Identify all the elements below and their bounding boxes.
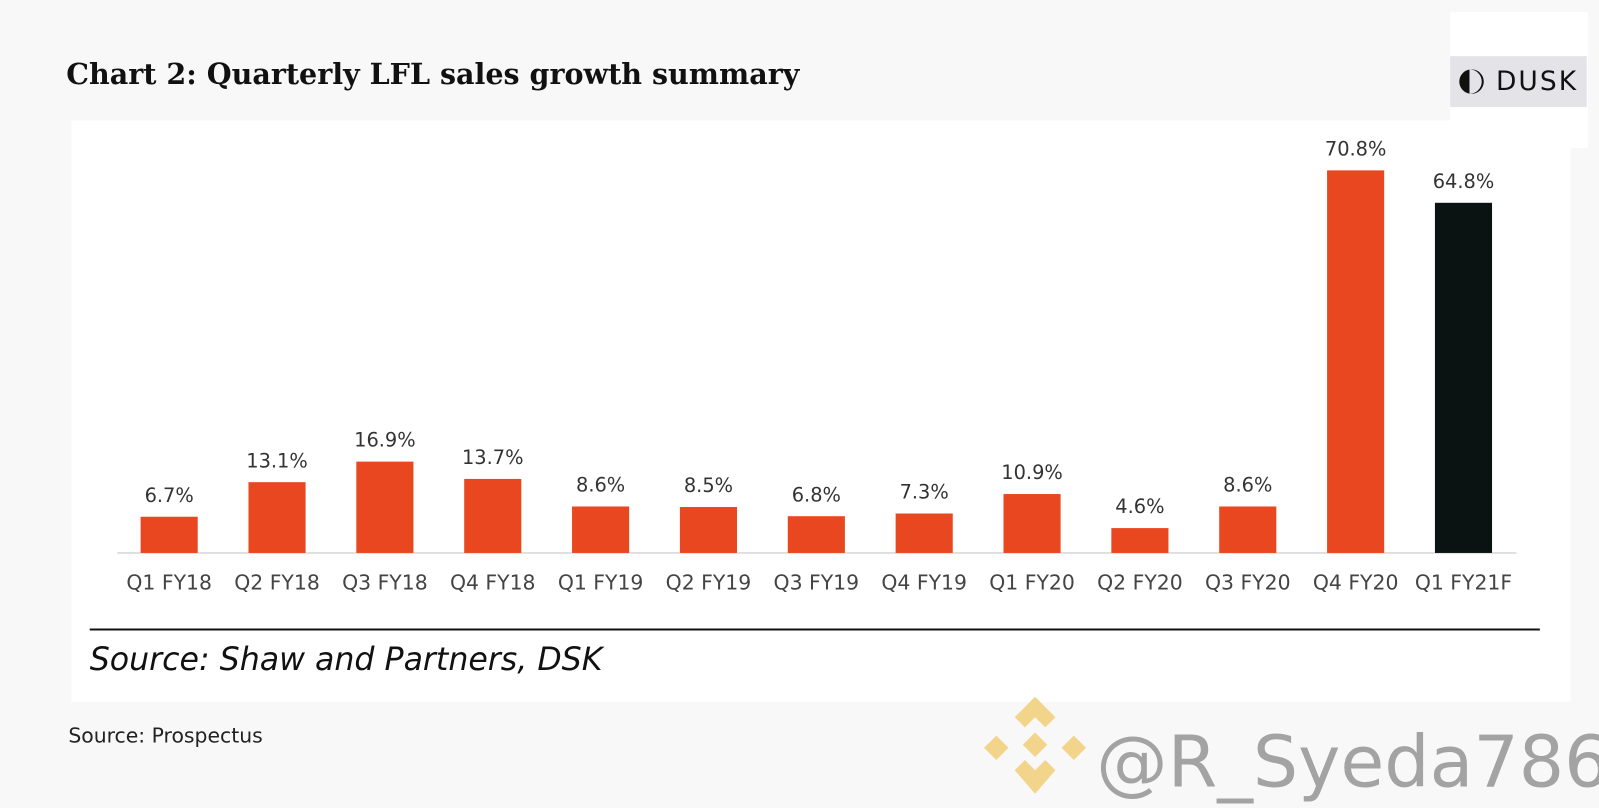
chart-title: Chart 2: Quarterly LFL sales growth summ… — [66, 57, 800, 91]
watermark-icon — [984, 696, 1087, 794]
data-label: 6.7% — [145, 484, 194, 507]
watermark: @R_Syeda786 — [1096, 721, 1599, 804]
bar — [1003, 494, 1061, 553]
x-tick-label: Q2 FY20 — [1097, 571, 1183, 595]
bar — [356, 461, 414, 553]
data-label: 64.8% — [1433, 170, 1495, 193]
footer-source: Source: Prospectus — [68, 724, 262, 748]
x-tick-label: Q2 FY19 — [666, 571, 752, 595]
x-tick-label: Q1 FY21F — [1415, 571, 1512, 595]
bar — [1327, 170, 1385, 553]
data-label: 13.7% — [462, 446, 524, 469]
data-label: 13.1% — [246, 449, 308, 472]
bar — [1434, 202, 1493, 553]
data-label: 10.9% — [1001, 461, 1063, 484]
x-tick-label: Q3 FY19 — [774, 571, 860, 595]
x-tick-label: Q3 FY20 — [1205, 571, 1291, 595]
bar — [787, 516, 845, 553]
data-label: 70.8% — [1325, 137, 1387, 160]
data-label: 7.3% — [900, 481, 949, 504]
chart-source: Source: Shaw and Partners, DSK — [90, 642, 605, 678]
data-label: 8.5% — [684, 474, 733, 497]
bar — [1219, 506, 1277, 553]
bar — [572, 506, 630, 553]
data-label: 8.6% — [576, 474, 625, 497]
data-label: 4.6% — [1115, 495, 1164, 518]
bar — [895, 513, 953, 553]
bar — [464, 478, 522, 553]
x-tick-label: Q1 FY18 — [126, 571, 212, 595]
x-tick-label: Q4 FY18 — [450, 571, 536, 595]
chart-panel — [71, 120, 1571, 702]
x-tick-label: Q1 FY20 — [989, 571, 1075, 595]
bar — [140, 516, 198, 553]
data-label: 8.6% — [1223, 474, 1272, 497]
x-tick-label: Q4 FY20 — [1313, 571, 1399, 595]
bar — [1111, 528, 1169, 553]
x-tick-label: Q2 FY18 — [234, 571, 320, 595]
logo-icon-half — [1469, 69, 1482, 94]
data-label: 16.9% — [354, 429, 416, 452]
x-tick-label: Q3 FY18 — [342, 571, 428, 595]
logo-text: DUSK — [1496, 66, 1578, 97]
bar — [679, 507, 738, 553]
data-label: 6.8% — [792, 483, 841, 506]
bar — [248, 482, 306, 553]
x-tick-label: Q4 FY19 — [881, 571, 967, 595]
x-tick-label: Q1 FY19 — [558, 571, 644, 595]
